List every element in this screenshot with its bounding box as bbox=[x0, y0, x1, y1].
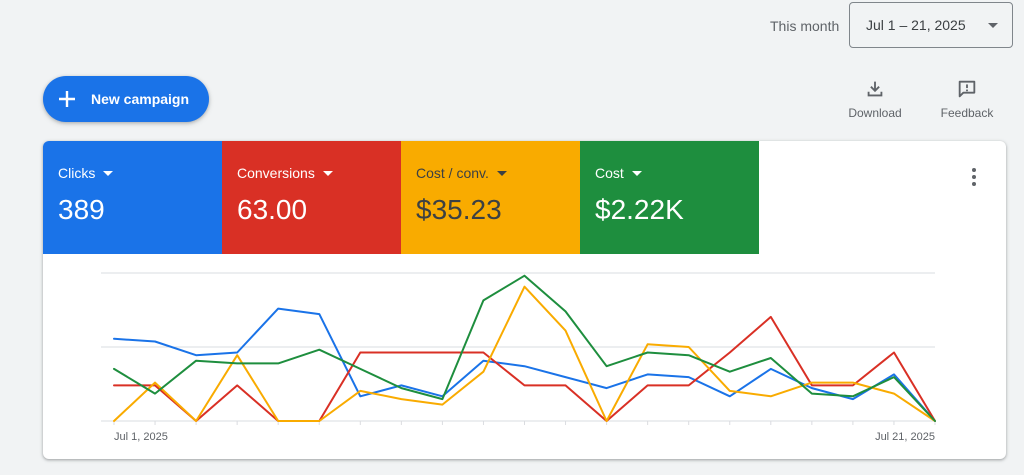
caret-down-icon bbox=[322, 170, 333, 176]
metric-value: 63.00 bbox=[237, 194, 308, 225]
caret-down-icon bbox=[496, 170, 507, 176]
metric-label: Cost / conv. bbox=[416, 165, 580, 181]
new-campaign-button[interactable]: New campaign bbox=[43, 76, 209, 122]
x-tick-label-end: Jul 21, 2025 bbox=[875, 431, 935, 443]
performance-card: Clicks 389 Conversions 63.00 Cost / conv… bbox=[43, 141, 1006, 459]
new-campaign-label: New campaign bbox=[91, 91, 190, 107]
caret-down-icon bbox=[103, 170, 114, 176]
caret-down-icon bbox=[988, 23, 998, 28]
x-tick-label-start: Jul 1, 2025 bbox=[114, 431, 168, 443]
series-line-0 bbox=[113, 307, 936, 422]
metric-tabs: Clicks 389 Conversions 63.00 Cost / conv… bbox=[43, 141, 759, 254]
date-range-label: This month bbox=[770, 18, 840, 34]
metric-tab-clicks[interactable]: Clicks 389 bbox=[43, 141, 222, 254]
series-line-3 bbox=[113, 274, 936, 422]
performance-chart: Jul 1, 2025 Jul 21, 2025 bbox=[101, 272, 936, 443]
date-range-select[interactable]: Jul 1 – 21, 2025 bbox=[849, 2, 1013, 48]
download-label: Download bbox=[848, 106, 902, 120]
metric-tab-cost-per-conv[interactable]: Cost / conv. $35.23 bbox=[401, 141, 580, 254]
metric-label: Clicks bbox=[58, 165, 222, 181]
series-line-1 bbox=[113, 315, 936, 422]
download-button[interactable]: Download bbox=[840, 78, 910, 122]
metric-label: Conversions bbox=[237, 165, 401, 181]
plus-icon bbox=[59, 91, 75, 107]
feedback-label: Feedback bbox=[940, 106, 994, 120]
series-line-2 bbox=[113, 285, 936, 422]
feedback-icon bbox=[958, 80, 976, 98]
more-options-icon[interactable] bbox=[964, 165, 984, 189]
date-range-value: Jul 1 – 21, 2025 bbox=[866, 17, 966, 33]
caret-down-icon bbox=[631, 170, 642, 176]
feedback-button[interactable]: Feedback bbox=[932, 78, 1002, 122]
metric-value: $2.22K bbox=[595, 194, 684, 225]
metric-value: $35.23 bbox=[416, 194, 502, 225]
metric-value: 389 bbox=[58, 194, 105, 225]
download-icon bbox=[867, 81, 883, 97]
metric-tab-conversions[interactable]: Conversions 63.00 bbox=[222, 141, 401, 254]
metric-tab-cost[interactable]: Cost $2.22K bbox=[580, 141, 759, 254]
metric-label: Cost bbox=[595, 165, 759, 181]
